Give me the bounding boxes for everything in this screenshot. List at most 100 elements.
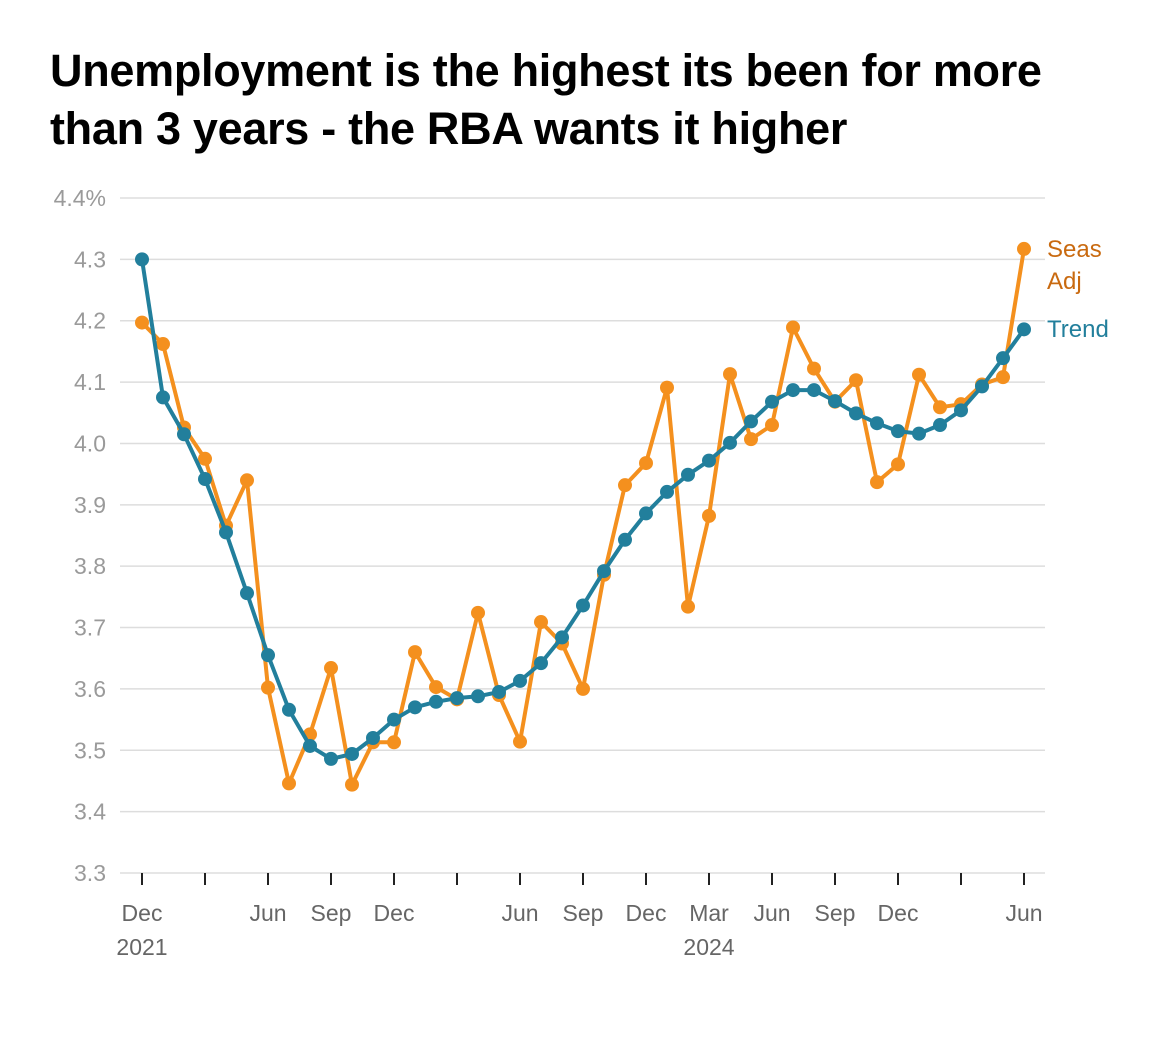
data-point bbox=[324, 661, 338, 676]
data-point bbox=[366, 731, 380, 745]
data-point bbox=[576, 681, 590, 696]
data-point bbox=[408, 700, 422, 715]
data-point bbox=[261, 680, 275, 695]
data-point bbox=[891, 457, 905, 472]
y-tick-label: 4.4% bbox=[54, 185, 106, 211]
y-tick-label: 4.1 bbox=[74, 369, 106, 395]
data-point bbox=[975, 379, 989, 394]
data-point bbox=[555, 630, 569, 645]
series-trend bbox=[135, 252, 1031, 766]
data-point bbox=[429, 680, 443, 695]
x-tick-label: Sep bbox=[563, 900, 604, 926]
x-tick-label: Jun bbox=[753, 900, 790, 926]
legend-line: Trend bbox=[1047, 316, 1109, 343]
data-point bbox=[513, 673, 527, 688]
data-point bbox=[597, 564, 611, 579]
data-point bbox=[429, 694, 443, 709]
data-point bbox=[807, 361, 821, 376]
data-point bbox=[618, 478, 632, 493]
data-point bbox=[387, 712, 401, 727]
legend-label: Trend bbox=[1047, 316, 1109, 343]
data-point bbox=[681, 467, 695, 482]
data-point bbox=[807, 383, 821, 398]
data-point bbox=[849, 373, 863, 388]
data-point bbox=[471, 689, 485, 704]
data-point bbox=[534, 615, 548, 630]
data-point bbox=[828, 394, 842, 409]
data-point bbox=[744, 432, 758, 447]
data-point bbox=[933, 400, 947, 415]
x-tick-label: Dec bbox=[122, 900, 163, 926]
x-tick-label: Jun bbox=[1005, 900, 1042, 926]
data-point bbox=[156, 337, 170, 352]
data-point bbox=[387, 735, 401, 750]
y-tick-label: 3.8 bbox=[74, 553, 106, 579]
data-point bbox=[408, 645, 422, 660]
data-point bbox=[261, 648, 275, 663]
data-point bbox=[282, 702, 296, 717]
x-axis: Dec 2021 Jun Sep Dec Jun Sep Dec Mar 2024 Jun Sep De… bbox=[116, 872, 1045, 960]
legend-label: Seas Adj bbox=[1047, 236, 1102, 295]
series-line bbox=[140, 248, 1026, 787]
data-point bbox=[492, 684, 506, 699]
data-point bbox=[912, 367, 926, 382]
data-point bbox=[576, 598, 590, 613]
x-tick-label: Sep bbox=[815, 900, 856, 926]
data-point bbox=[135, 252, 149, 267]
x-tick-label: Jun bbox=[501, 900, 538, 926]
y-axis-ticks: 4.4% 4.3 4.2 4.1 4.0 3.9 3.8 3.7 3.6 3.5 3.4 3.3 bbox=[54, 185, 107, 886]
chart-title: Unemployment is the highest its been for… bbox=[50, 45, 1042, 154]
data-point bbox=[702, 453, 716, 468]
data-point bbox=[744, 414, 758, 429]
data-point bbox=[1017, 241, 1031, 256]
data-point bbox=[765, 394, 779, 409]
data-point bbox=[240, 586, 254, 601]
data-point bbox=[723, 435, 737, 450]
y-tick-label: 3.6 bbox=[74, 676, 106, 702]
y-tick-label: 3.5 bbox=[74, 737, 106, 763]
data-point bbox=[135, 315, 149, 330]
data-point bbox=[303, 738, 317, 753]
data-point bbox=[996, 351, 1010, 366]
data-point bbox=[786, 320, 800, 335]
data-point bbox=[534, 656, 548, 671]
data-point bbox=[723, 367, 737, 382]
data-point bbox=[324, 751, 338, 766]
data-point bbox=[954, 403, 968, 418]
y-tick-label: 3.9 bbox=[74, 492, 106, 518]
x-tick-label: Dec bbox=[626, 900, 667, 926]
data-point bbox=[765, 418, 779, 433]
data-point bbox=[891, 424, 905, 439]
x-tick-sublabel: 2021 bbox=[116, 934, 167, 960]
data-point bbox=[156, 390, 170, 405]
data-point bbox=[870, 475, 884, 490]
data-point bbox=[198, 451, 212, 466]
y-tick-label: 4.2 bbox=[74, 308, 106, 334]
x-tick-label: Mar bbox=[689, 900, 729, 926]
data-point bbox=[849, 406, 863, 421]
data-point bbox=[681, 599, 695, 614]
data-point bbox=[660, 380, 674, 395]
data-point bbox=[618, 532, 632, 547]
data-point bbox=[996, 370, 1010, 385]
y-tick-label: 4.0 bbox=[74, 430, 106, 456]
data-point bbox=[933, 418, 947, 433]
x-tick-sublabel: 2024 bbox=[683, 934, 734, 960]
data-point bbox=[912, 426, 926, 441]
data-point bbox=[786, 383, 800, 398]
y-tick-label: 3.4 bbox=[74, 799, 106, 825]
x-tick-label: Jun bbox=[249, 900, 286, 926]
data-point bbox=[282, 776, 296, 791]
data-point bbox=[345, 777, 359, 792]
data-point bbox=[639, 506, 653, 521]
legend: Seas Adj Trend bbox=[1047, 236, 1109, 343]
data-point bbox=[1017, 322, 1031, 337]
data-point bbox=[240, 473, 254, 488]
data-point bbox=[870, 416, 884, 431]
y-tick-label: 3.7 bbox=[74, 615, 106, 641]
data-point bbox=[450, 691, 464, 706]
legend-line: Adj bbox=[1047, 268, 1082, 295]
y-tick-label: 4.3 bbox=[74, 246, 106, 272]
series-seas-adj bbox=[135, 241, 1031, 792]
x-tick-label: Dec bbox=[878, 900, 919, 926]
